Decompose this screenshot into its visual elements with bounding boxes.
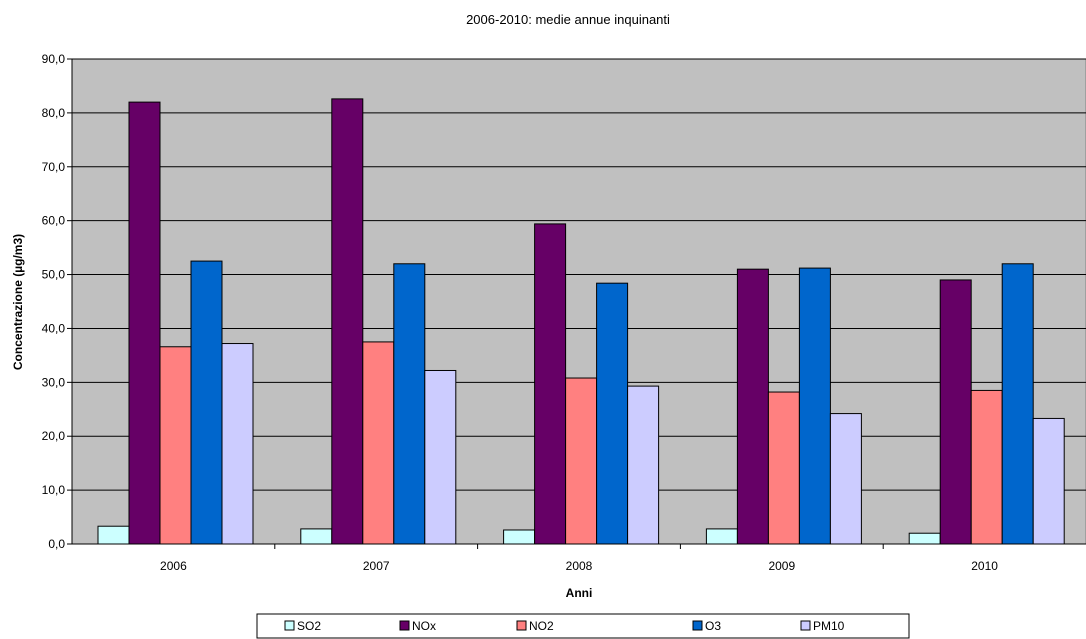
bar-o3-2008: [596, 282, 629, 545]
bar-pm10-2006: [221, 343, 254, 545]
legend-label-so2: SO2: [297, 619, 321, 633]
bar-no2-2007: [362, 341, 395, 545]
bar-o3-2007: [393, 263, 426, 545]
bars: [97, 98, 1065, 545]
x-tick-label: 2010: [971, 559, 998, 573]
legend-label-o3: O3: [705, 619, 721, 633]
bar-so2-2007: [300, 528, 333, 545]
bar-nox-2006: [128, 101, 161, 545]
legend: SO2 NOx NO2 O3 PM10: [256, 613, 910, 639]
legend-swatch-so2: [284, 620, 295, 631]
legend-swatch-o3: [692, 620, 703, 631]
bar-o3-2006: [190, 260, 223, 545]
y-tick-label: 50,0: [42, 268, 66, 282]
bar-no2-2009: [767, 391, 800, 545]
bar-pm10-2008: [627, 385, 660, 545]
bar-o3-2009: [798, 267, 831, 545]
y-tick-label: 20,0: [42, 429, 66, 443]
x-ticks: 2006 2007 2008 2009 2010: [160, 544, 998, 573]
bar-so2-2008: [503, 529, 536, 545]
bar-o3-2010: [1001, 263, 1034, 545]
bar-nox-2010: [939, 279, 972, 545]
y-tick-label: 0,0: [48, 537, 65, 551]
y-tick-label: 80,0: [42, 106, 66, 120]
legend-label-pm10: PM10: [813, 619, 845, 633]
legend-swatch-nox: [399, 620, 410, 631]
y-tick-label: 40,0: [42, 321, 66, 335]
bar-nox-2007: [331, 98, 364, 545]
bar-pm10-2010: [1032, 417, 1065, 545]
x-tick-label: 2008: [566, 559, 593, 573]
bar-nox-2008: [534, 223, 567, 545]
chart-title: 2006-2010: medie annue inquinanti: [466, 12, 670, 27]
bar-nox-2009: [736, 268, 769, 545]
bar-no2-2008: [565, 377, 598, 545]
y-tick-label: 30,0: [42, 375, 66, 389]
legend-box: [256, 613, 910, 639]
y-ticks: 0,0 10,0 20,0 30,0 40,0 50,0 60,0 70,0 80,0 90,0: [42, 52, 72, 551]
y-tick-label: 60,0: [42, 214, 66, 228]
legend-swatch-no2: [516, 620, 527, 631]
y-tick-label: 70,0: [42, 160, 66, 174]
y-axis-label: Concentrazione (µg/m3): [11, 234, 25, 370]
legend-swatch-pm10: [800, 620, 811, 631]
x-tick-label: 2009: [768, 559, 795, 573]
bar-pm10-2007: [424, 369, 457, 545]
x-axis-label: Anni: [566, 586, 593, 600]
bar-pm10-2009: [829, 413, 862, 545]
y-tick-label: 90,0: [42, 52, 66, 66]
bar-no2-2010: [970, 389, 1003, 545]
x-tick-label: 2007: [363, 559, 390, 573]
bar-so2-2009: [705, 528, 738, 545]
legend-label-no2: NO2: [529, 619, 554, 633]
bar-so2-2006: [97, 525, 130, 545]
y-tick-label: 10,0: [42, 483, 66, 497]
bar-so2-2010: [908, 532, 941, 545]
x-tick-label: 2006: [160, 559, 187, 573]
bar-no2-2006: [159, 346, 192, 545]
legend-label-nox: NOx: [412, 619, 436, 633]
